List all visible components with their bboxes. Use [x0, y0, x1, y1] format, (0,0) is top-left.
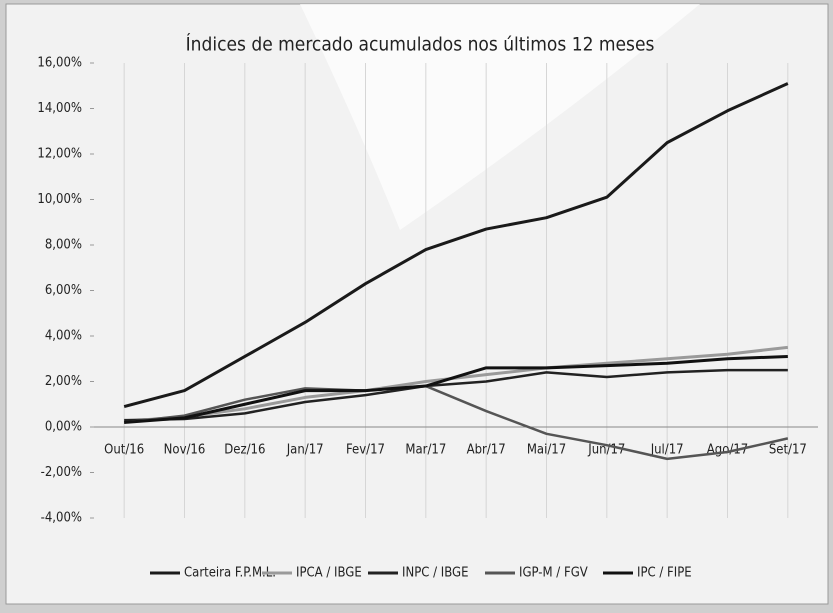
y-tick-label: 16,00% — [37, 56, 82, 71]
x-tick-label: Fev/17 — [346, 443, 385, 458]
chart-title: Índices de mercado acumulados nos último… — [186, 33, 655, 56]
x-tick-label: Mai/17 — [527, 443, 566, 458]
x-tick-label: Nov/16 — [164, 443, 206, 458]
x-tick-label: Dez/16 — [224, 443, 265, 458]
legend-label: INPC / IBGE — [402, 566, 468, 581]
y-tick-label: 6,00% — [45, 283, 82, 298]
y-tick-label: 8,00% — [45, 238, 82, 253]
y-tick-label: 12,00% — [37, 147, 82, 162]
legend-label: IPC / FIPE — [637, 566, 692, 581]
y-tick-label: -4,00% — [41, 511, 82, 526]
x-tick-label: Set/17 — [769, 443, 807, 458]
chart: Índices de mercado acumulados nos último… — [0, 0, 833, 613]
y-tick-label: -2,00% — [41, 465, 82, 480]
x-tick-label: Mar/17 — [405, 443, 446, 458]
y-tick-label: 10,00% — [37, 192, 82, 207]
x-tick-label: Out/16 — [104, 443, 144, 458]
x-tick-label: Abr/17 — [467, 443, 506, 458]
y-tick-label: 0,00% — [45, 420, 82, 435]
y-tick-label: 14,00% — [37, 101, 82, 116]
page: Índices de mercado acumulados nos último… — [0, 0, 833, 613]
x-tick-label: Jan/17 — [286, 443, 324, 458]
legend-label: IPCA / IBGE — [296, 566, 362, 581]
y-tick-label: 2,00% — [45, 374, 82, 389]
legend-label: IGP-M / FGV — [519, 566, 588, 581]
y-tick-label: 4,00% — [45, 329, 82, 344]
